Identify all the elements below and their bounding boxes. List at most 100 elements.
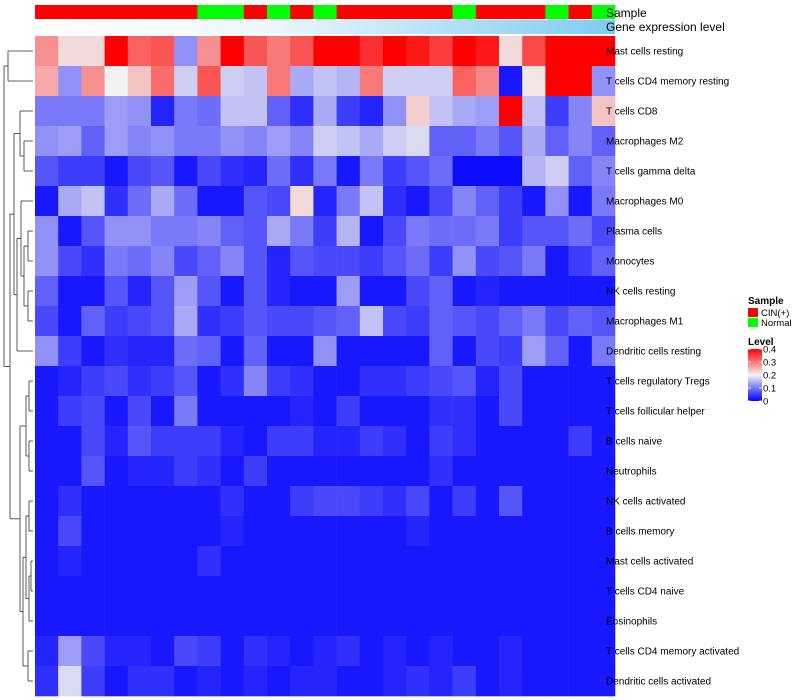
heatmap-cell bbox=[313, 126, 337, 157]
heatmap-cell bbox=[104, 126, 129, 157]
heatmap-cell bbox=[197, 546, 221, 577]
heatmap-cell bbox=[336, 276, 361, 307]
sample-annotation-cell bbox=[243, 5, 268, 19]
heatmap-cell bbox=[336, 606, 361, 637]
heatmap-cell bbox=[58, 426, 82, 457]
sample-annotation-cell bbox=[104, 5, 129, 19]
heatmap-cell bbox=[359, 156, 384, 187]
heatmap-cell bbox=[290, 66, 314, 97]
heatmap-cell bbox=[35, 186, 59, 217]
heatmap-cell bbox=[591, 636, 616, 667]
heatmap-cell bbox=[452, 426, 477, 457]
heatmap-cell bbox=[406, 276, 430, 307]
heatmap-cell bbox=[313, 576, 337, 607]
heatmap-cell bbox=[151, 216, 175, 247]
heatmap-cell bbox=[220, 516, 245, 547]
heatmap-cell bbox=[313, 636, 337, 667]
heatmap-cell bbox=[243, 606, 268, 637]
heatmap-cell bbox=[290, 486, 314, 517]
legend-level-tick-label: 0.2 bbox=[763, 371, 776, 382]
heatmap-cell bbox=[545, 666, 569, 697]
heatmap-cell bbox=[452, 156, 477, 187]
heatmap-cell bbox=[359, 516, 384, 547]
heatmap-cell bbox=[58, 96, 82, 127]
heatmap-cell bbox=[429, 516, 453, 547]
heatmap-cell bbox=[406, 96, 430, 127]
heatmap-cell bbox=[475, 186, 500, 217]
row-label: Dendritic cells resting bbox=[606, 347, 701, 358]
heatmap-cell bbox=[267, 306, 291, 337]
heatmap-cell bbox=[58, 546, 82, 577]
heatmap-cell bbox=[545, 426, 569, 457]
heatmap-cell bbox=[313, 396, 337, 427]
heatmap-cell bbox=[127, 246, 152, 277]
heatmap-cell bbox=[591, 606, 616, 637]
heatmap-cell bbox=[243, 366, 268, 397]
heatmap-cell bbox=[336, 396, 361, 427]
heatmap-cell bbox=[127, 156, 152, 187]
heatmap-cell bbox=[151, 486, 175, 517]
heatmap-cell bbox=[591, 336, 616, 367]
sample-annotation-cell bbox=[313, 5, 337, 19]
heatmap-cell bbox=[197, 336, 221, 367]
legend-sample-label: CIN(+) bbox=[761, 308, 789, 319]
heatmap-cell bbox=[220, 276, 245, 307]
heatmap-cell bbox=[406, 366, 430, 397]
heatmap-cell bbox=[545, 276, 569, 307]
heatmap-cell bbox=[197, 516, 221, 547]
heatmap-cell bbox=[406, 186, 430, 217]
heatmap-cell bbox=[429, 546, 453, 577]
row-label: Monocytes bbox=[606, 257, 654, 268]
heatmap-cell bbox=[545, 66, 569, 97]
heatmap-cell bbox=[174, 516, 198, 547]
heatmap-cell bbox=[591, 426, 616, 457]
heatmap-cell bbox=[475, 156, 500, 187]
heatmap-cell bbox=[499, 156, 523, 187]
heatmap-cell bbox=[383, 396, 407, 427]
heatmap-cell bbox=[475, 276, 500, 307]
heatmap-cell bbox=[499, 486, 523, 517]
heatmap-cell bbox=[243, 186, 268, 217]
heatmap-cell bbox=[452, 216, 477, 247]
heatmap-cell bbox=[383, 486, 407, 517]
heatmap-cell bbox=[58, 216, 82, 247]
heatmap-cell bbox=[429, 636, 453, 667]
heatmap-cell bbox=[58, 606, 82, 637]
heatmap-cell bbox=[197, 306, 221, 337]
heatmap-cell bbox=[383, 426, 407, 457]
heatmap-cell bbox=[383, 36, 407, 67]
heatmap-cell bbox=[127, 486, 152, 517]
heatmap-cell bbox=[220, 576, 245, 607]
heatmap-cell bbox=[452, 606, 477, 637]
heatmap-cell bbox=[429, 426, 453, 457]
heatmap-cell bbox=[475, 486, 500, 517]
heatmap-cell bbox=[104, 216, 129, 247]
heatmap-cell bbox=[591, 126, 616, 157]
heatmap-cell bbox=[429, 366, 453, 397]
heatmap-cell bbox=[220, 336, 245, 367]
heatmap-cell bbox=[406, 486, 430, 517]
heatmap-cell bbox=[522, 306, 546, 337]
heatmap-cell bbox=[127, 426, 152, 457]
heatmap-cell bbox=[359, 216, 384, 247]
heatmap-cell bbox=[81, 366, 105, 397]
heatmap-cell bbox=[313, 96, 337, 127]
heatmap-cell bbox=[522, 126, 546, 157]
heatmap-cell bbox=[336, 456, 361, 487]
heatmap-cell bbox=[383, 456, 407, 487]
heatmap-cell bbox=[313, 606, 337, 637]
heatmap-cell bbox=[336, 636, 361, 667]
heatmap-cell bbox=[243, 246, 268, 277]
heatmap-cell bbox=[267, 666, 291, 697]
heatmap-cell bbox=[174, 276, 198, 307]
heatmap-cell bbox=[127, 36, 152, 67]
row-label: Eosinophils bbox=[606, 617, 657, 628]
sample-annotation-cell bbox=[545, 5, 569, 19]
heatmap-cell bbox=[383, 306, 407, 337]
heatmap-cell bbox=[359, 606, 384, 637]
heatmap-cell bbox=[127, 546, 152, 577]
heatmap-cell bbox=[429, 336, 453, 367]
heatmap-cell bbox=[35, 576, 59, 607]
heatmap-cell bbox=[220, 426, 245, 457]
heatmap-cell bbox=[290, 276, 314, 307]
